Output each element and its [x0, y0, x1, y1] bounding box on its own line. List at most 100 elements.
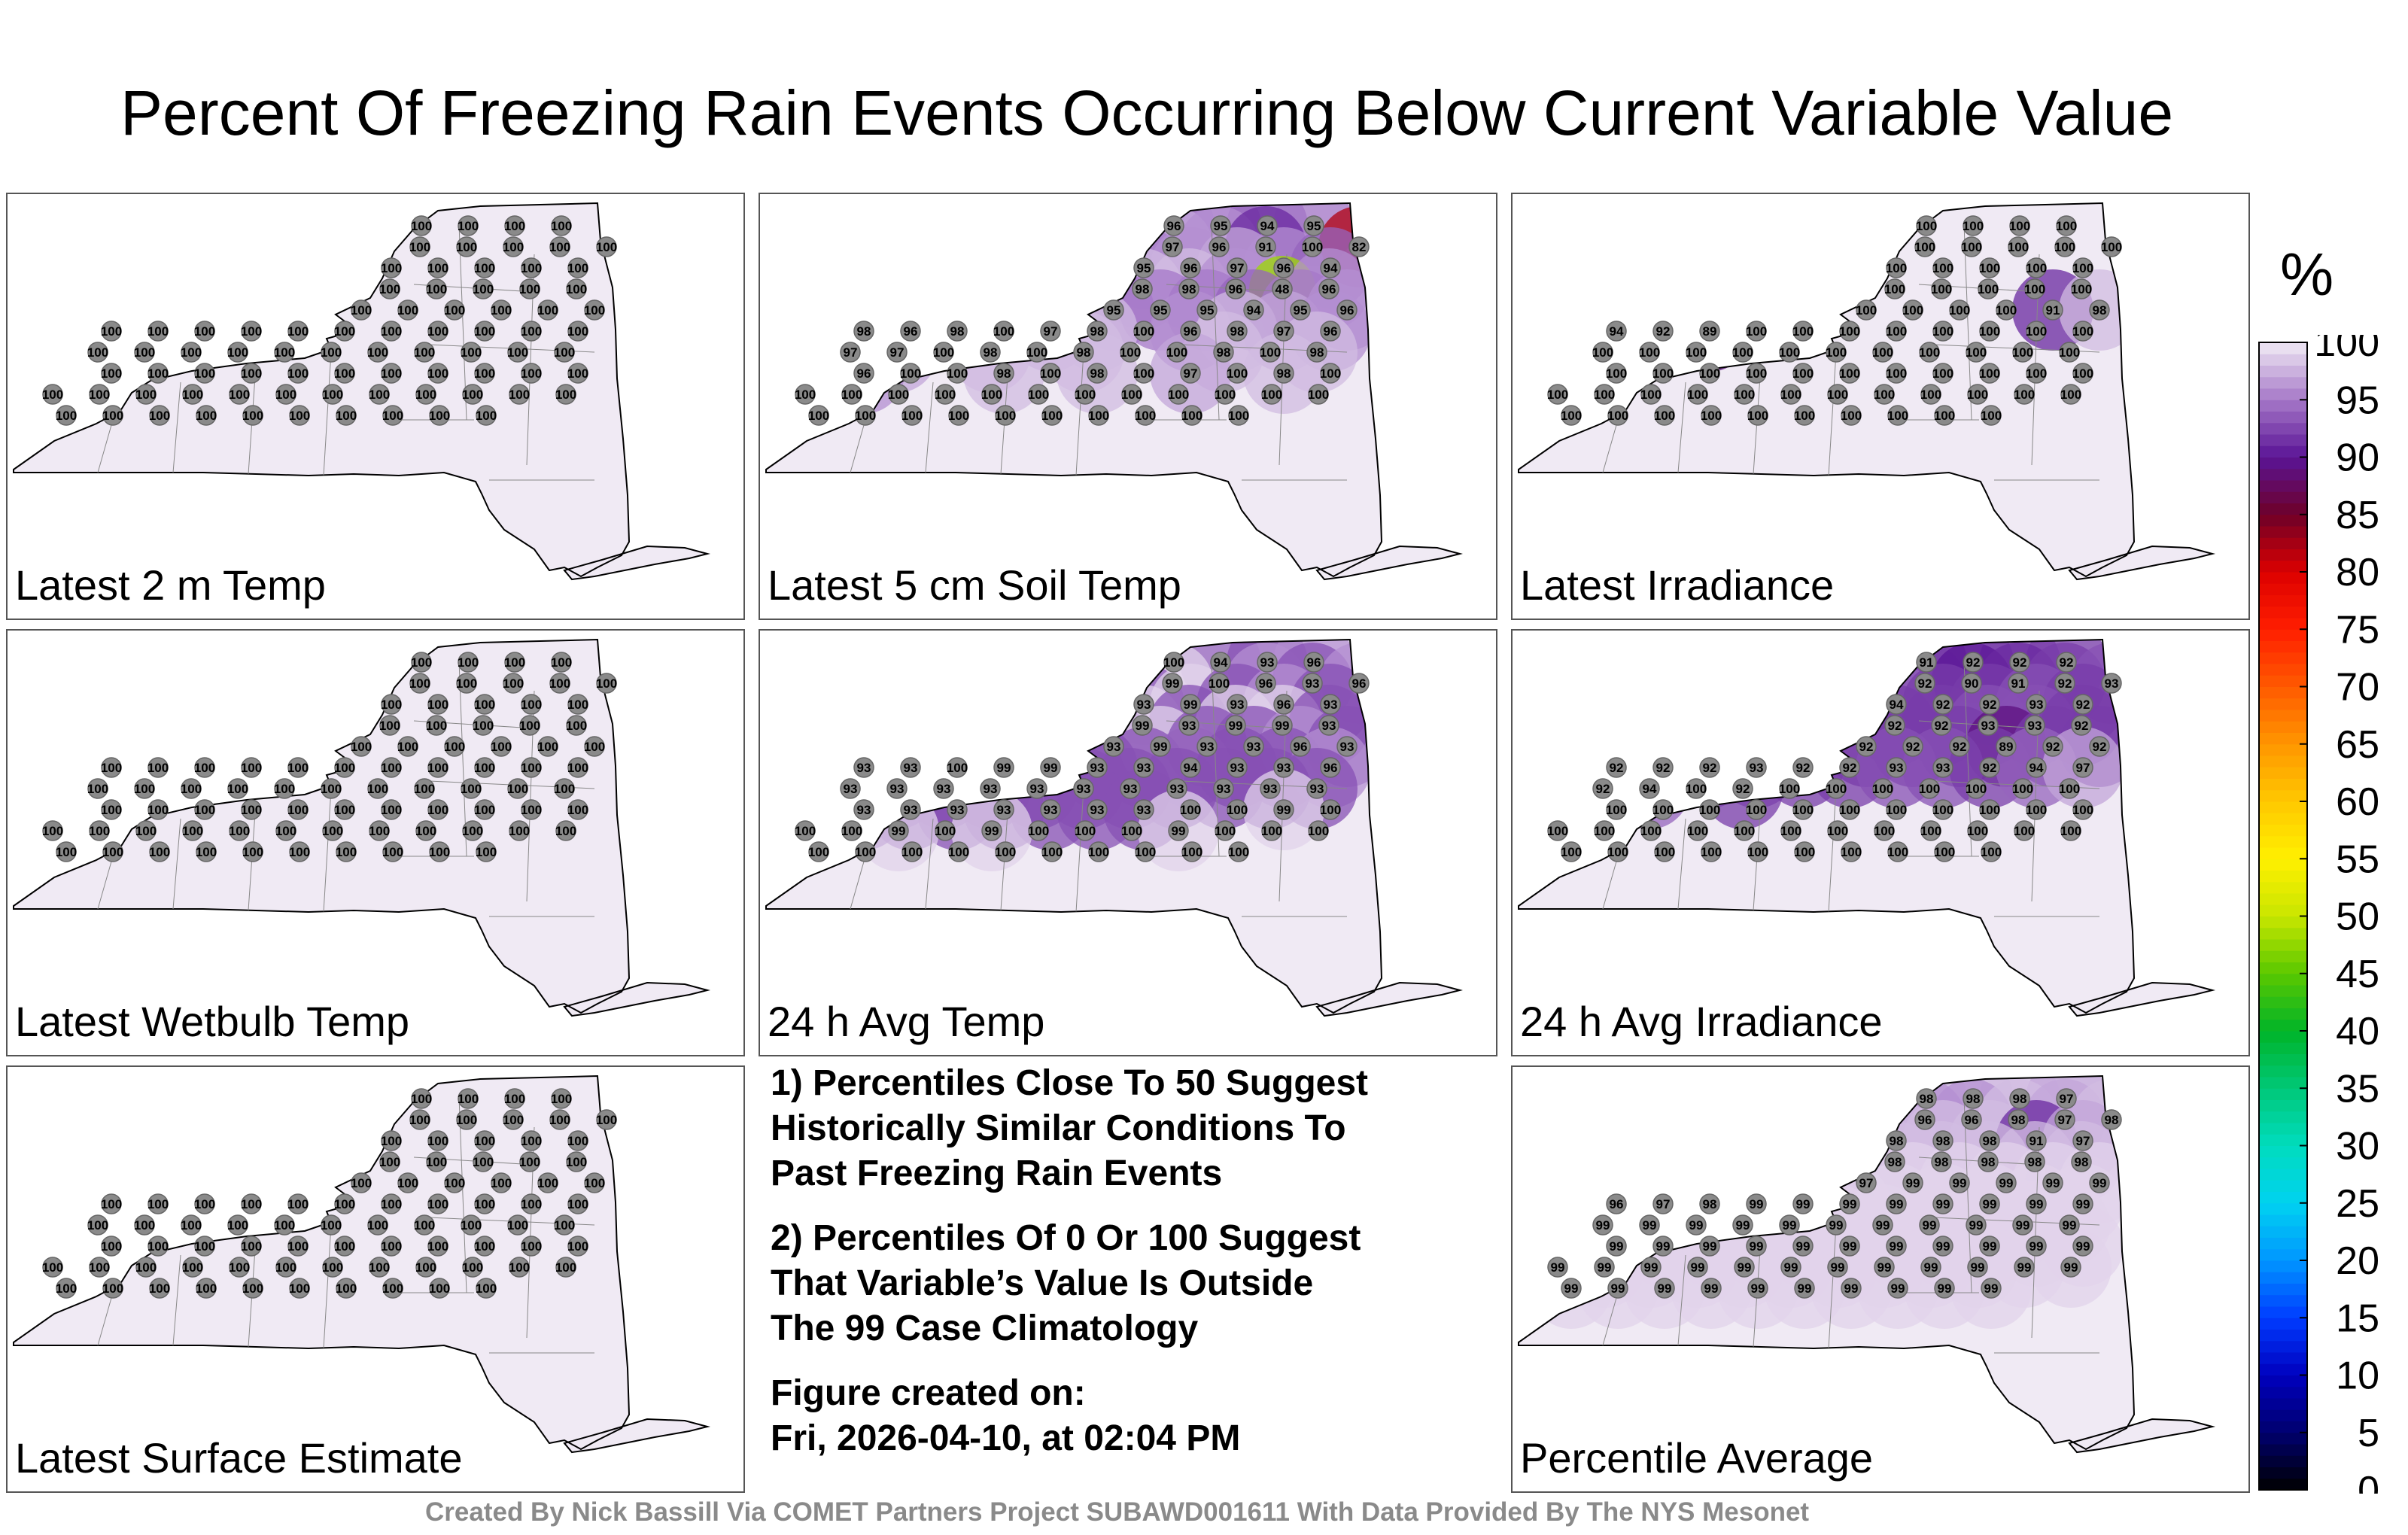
- station-value: 98: [1936, 1134, 1950, 1148]
- colorbar-segment: [2259, 778, 2307, 791]
- station-value: 100: [566, 282, 587, 296]
- station-value: 100: [1594, 824, 1615, 838]
- station-marker: 99: [1841, 1278, 1862, 1299]
- station-value: 100: [1168, 388, 1189, 402]
- state-outline: [13, 1074, 631, 1451]
- station-marker: 100: [1839, 321, 1860, 342]
- colorbar-segment: [2259, 1202, 2307, 1215]
- station-marker: 100: [1227, 799, 1248, 820]
- station-value: 100: [521, 761, 542, 775]
- station-marker: 99: [1979, 1236, 2000, 1257]
- station-value: 91: [2011, 676, 2026, 691]
- station-marker: 100: [1320, 799, 1341, 820]
- station-value: 100: [567, 698, 588, 712]
- station-marker: 100: [1779, 342, 1800, 363]
- station-marker: 100: [474, 257, 495, 278]
- station-value: 100: [194, 761, 215, 775]
- station-marker: 89: [1996, 736, 2017, 757]
- station-marker: 48: [1272, 278, 1293, 299]
- station-marker: 100: [322, 820, 343, 841]
- station-marker: 100: [1228, 405, 1249, 426]
- station-value: 92: [1610, 761, 1624, 775]
- station-value: 96: [1352, 676, 1367, 691]
- station-marker: 100: [1209, 673, 1230, 694]
- colorbar-segment: [2259, 1111, 2307, 1123]
- station-marker: 99: [1592, 1214, 1613, 1236]
- colorbar-segment: [2259, 835, 2307, 848]
- colorbar-segment: [2259, 1134, 2307, 1146]
- station-marker: 100: [476, 405, 497, 426]
- ny-map: 100 100 100 100 100 100 100 100 100 100 100 100 100 1…: [13, 638, 710, 1017]
- station-marker: 100: [2008, 236, 2029, 257]
- station-marker: 100: [555, 384, 576, 405]
- station-value: 100: [1856, 303, 1877, 318]
- station-marker: 100: [567, 363, 588, 384]
- station-marker: 100: [458, 652, 479, 673]
- station-marker: 100: [1168, 384, 1189, 405]
- station-marker: 100: [415, 820, 436, 841]
- station-marker: 100: [461, 1214, 482, 1236]
- station-value: 99: [1783, 1218, 1797, 1233]
- station-marker: 100: [101, 1236, 122, 1257]
- station-marker: 100: [321, 342, 342, 363]
- station-marker: 100: [554, 778, 575, 799]
- station-value: 100: [509, 824, 530, 838]
- station-marker: 100: [474, 799, 495, 820]
- station-value: 100: [101, 324, 122, 339]
- station-marker: 93: [1932, 757, 1953, 778]
- long-island-outline: [2068, 545, 2215, 581]
- station-marker: 98: [2071, 1151, 2092, 1172]
- station-value: 99: [1658, 1281, 1672, 1296]
- station-value: 92: [2075, 719, 2089, 733]
- station-value: 100: [322, 388, 343, 402]
- station-marker: 92: [1884, 715, 1905, 736]
- station-marker: 100: [87, 778, 108, 799]
- station-marker: 100: [1792, 799, 1814, 820]
- station-value: 100: [2059, 345, 2080, 360]
- station-value: 94: [1184, 761, 1198, 775]
- colorbar-segment: [2259, 1145, 2307, 1158]
- station-value: 100: [901, 845, 923, 859]
- station-marker: 91: [1255, 236, 1276, 257]
- station-value: 98: [950, 324, 965, 339]
- station-marker: 100: [567, 1193, 588, 1214]
- station-marker: 92: [1932, 694, 1953, 715]
- station-value: 100: [1561, 409, 1582, 423]
- station-marker: 100: [1794, 405, 1815, 426]
- station-marker: 100: [427, 1130, 448, 1151]
- station-marker: 100: [181, 778, 202, 799]
- station-value: 100: [135, 388, 157, 402]
- panel-label: Latest Irradiance: [1520, 561, 1835, 609]
- station-marker: 100: [1640, 820, 1662, 841]
- station-marker: 98: [1087, 321, 1108, 342]
- station-value: 100: [1932, 324, 1953, 339]
- station-value: 100: [415, 824, 436, 838]
- station-marker: 92: [1931, 715, 1952, 736]
- station-marker: 100: [1652, 799, 1674, 820]
- station-marker: 92: [1979, 757, 2000, 778]
- station-marker: 100: [947, 757, 968, 778]
- station-marker: 93: [1133, 799, 1154, 820]
- colorbar-segment: [2259, 824, 2307, 837]
- station-marker: 93: [1133, 694, 1154, 715]
- station-marker: 100: [1734, 384, 1755, 405]
- station-marker: 93: [840, 778, 861, 799]
- station-marker: 100: [369, 820, 390, 841]
- station-value: 100: [1652, 366, 1674, 381]
- station-marker: 93: [2026, 694, 2047, 715]
- station-value: 100: [379, 1155, 400, 1169]
- station-marker: 98: [1227, 321, 1248, 342]
- station-value: 98: [2075, 1155, 2089, 1169]
- station-value: 100: [458, 219, 479, 233]
- station-marker: 97: [1162, 236, 1183, 257]
- station-marker: 100: [503, 1109, 524, 1130]
- station-marker: 92: [1914, 673, 1935, 694]
- station-marker: 93: [993, 799, 1014, 820]
- station-marker: 100: [409, 236, 430, 257]
- station-value: 93: [997, 803, 1011, 817]
- station-value: 100: [1932, 261, 1953, 275]
- station-marker: 100: [1932, 799, 1953, 820]
- colorbar-segment: [2259, 675, 2307, 687]
- station-value: 100: [229, 1260, 250, 1275]
- station-value: 92: [1843, 761, 1857, 775]
